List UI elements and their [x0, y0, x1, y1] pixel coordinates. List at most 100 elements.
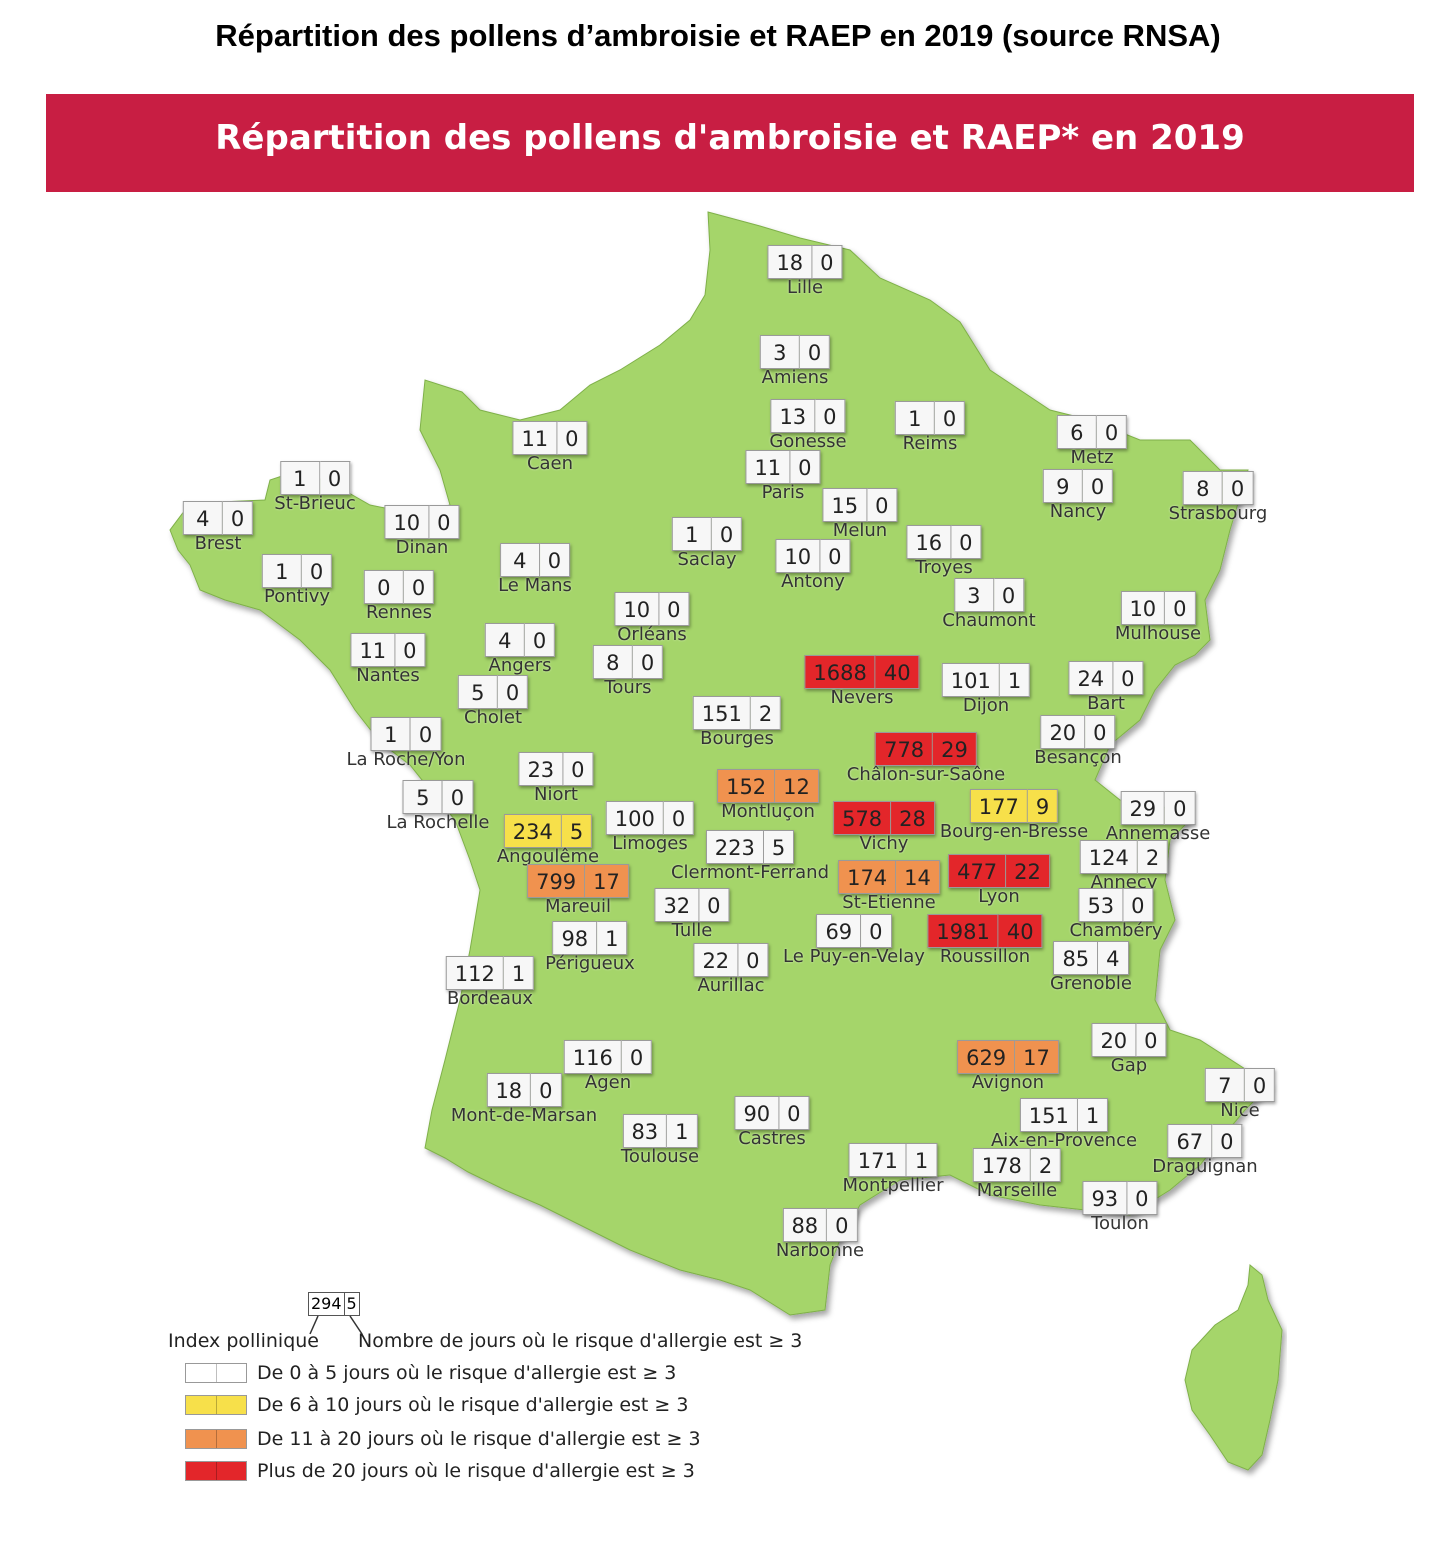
station-vichy: 578 28 Vichy: [833, 801, 935, 854]
allergy-days: 1: [503, 956, 535, 990]
pollen-index: 3: [953, 578, 994, 612]
city-label: Orléans: [617, 624, 687, 645]
pollen-index: 7: [1204, 1068, 1245, 1102]
pollen-index: 67: [1167, 1124, 1213, 1158]
station-agen: 116 0 Agen: [563, 1040, 653, 1093]
allergy-days: 0: [934, 401, 966, 435]
station-melun: 15 0 Melun: [822, 488, 898, 541]
station-values: 223 5: [705, 830, 795, 864]
legend-item-red: Plus de 20 jours où le risque d'allergie…: [185, 1460, 695, 1482]
station-orl-ans: 10 0 Orléans: [614, 592, 690, 645]
station-nevers: 1688 40 Nevers: [804, 655, 920, 708]
city-label: Gonesse: [769, 431, 847, 452]
pollen-index: 98: [552, 921, 598, 955]
station-chaumont: 3 0 Chaumont: [942, 578, 1036, 631]
pollen-index: 799: [527, 864, 586, 898]
city-label: Montluçon: [721, 801, 815, 822]
station-values: 116 0: [563, 1040, 653, 1074]
city-label: Aix-en-Provence: [990, 1130, 1138, 1151]
allergy-days: 0: [790, 450, 821, 484]
city-label: Strasbourg: [1168, 503, 1268, 524]
allergy-days: 0: [1127, 1181, 1158, 1215]
station-gap: 20 0 Gap: [1091, 1023, 1167, 1076]
allergy-days: 0: [1165, 791, 1196, 825]
station-antony: 10 0 Antony: [775, 539, 851, 592]
station-values: 69 0: [816, 914, 892, 948]
city-label: Saclay: [677, 549, 737, 570]
city-label: Caen: [526, 453, 574, 474]
station-paris: 11 0 Paris: [745, 450, 821, 503]
station-values: 112 1: [445, 956, 535, 990]
allergy-days: 0: [1212, 1124, 1243, 1158]
pollen-index: 13: [770, 399, 816, 433]
station-dinan: 10 0 Dinan: [384, 505, 460, 558]
allergy-days: 0: [1136, 1023, 1167, 1057]
pollen-index: 4: [484, 623, 525, 657]
station-values: 18 0: [486, 1073, 562, 1107]
allergy-days: 5: [763, 830, 795, 864]
station-niort: 23 0 Niort: [518, 752, 594, 805]
allergy-days: 0: [557, 421, 588, 455]
allergy-days: 17: [1015, 1040, 1059, 1074]
city-label: Châlon-sur-Saône: [846, 764, 1006, 785]
allergy-days: 2: [1137, 840, 1169, 874]
city-label: Grenoble: [1050, 973, 1132, 994]
pollen-index: 124: [1079, 840, 1138, 874]
station-values: 10 0: [1120, 591, 1196, 625]
allergy-days: 14: [896, 860, 940, 894]
station-values: 11 0: [350, 633, 426, 667]
station-mareuil: 799 17 Mareuil: [527, 864, 629, 917]
allergy-days: 0: [861, 914, 892, 948]
station-values: 799 17: [527, 864, 629, 898]
pollen-index: 20: [1091, 1023, 1137, 1057]
pollen-index: 578: [833, 801, 892, 835]
station-nice: 7 0 Nice: [1204, 1068, 1276, 1121]
allergy-days: 0: [1123, 888, 1154, 922]
allergy-days: 0: [820, 539, 851, 573]
station-values: 20 0: [1040, 715, 1116, 749]
legend-sample-days: 5: [344, 1292, 360, 1316]
allergy-days: 0: [1244, 1068, 1276, 1102]
station-values: 578 28: [833, 801, 935, 835]
legend-item-orange: De 11 à 20 jours où le risque d'allergie…: [185, 1428, 701, 1450]
station-aix-en-provence: 151 1 Aix-en-Provence: [991, 1098, 1137, 1151]
allergy-days: 1: [667, 1114, 698, 1148]
station-saclay: 1 0 Saclay: [671, 517, 743, 570]
allergy-days: 5: [561, 814, 593, 848]
allergy-days: 0: [403, 570, 435, 604]
pollen-index: 629: [957, 1040, 1016, 1074]
city-label: Lille: [786, 277, 824, 298]
station-la-roche-yon: 1 0 La Roche/Yon: [347, 717, 465, 770]
pollen-index: 177: [969, 789, 1028, 823]
city-label: Aurillac: [697, 975, 765, 996]
pollen-index: 5: [457, 675, 498, 709]
city-label: Bourg-en-Bresse: [939, 821, 1089, 842]
station-clermont-ferrand: 223 5 Clermont-Ferrand: [671, 830, 829, 883]
allergy-days: 12: [775, 769, 819, 803]
allergy-days: 22: [1006, 854, 1050, 888]
station-marseille: 178 2 Marseille: [972, 1148, 1062, 1201]
station-nantes: 11 0 Nantes: [350, 633, 426, 686]
pollen-index: 100: [605, 801, 664, 835]
pollen-index: 18: [767, 245, 813, 279]
pollen-index: 8: [1182, 471, 1223, 505]
station-mont-de-marsan: 18 0 Mont-de-Marsan: [451, 1073, 597, 1126]
station-values: 22 0: [693, 943, 769, 977]
allergy-days: 0: [827, 1208, 858, 1242]
allergy-days: 40: [998, 914, 1043, 948]
station-mulhouse: 10 0 Mulhouse: [1115, 591, 1201, 644]
allergy-days: 0: [395, 633, 426, 667]
legend-swatch-red: [185, 1461, 247, 1481]
city-label: Tours: [604, 677, 652, 698]
pollen-index: 11: [745, 450, 791, 484]
pollen-index: 101: [941, 663, 1000, 697]
city-label: Nice: [1220, 1100, 1260, 1121]
station-ch-lon-sur-sa-ne: 778 29 Châlon-sur-Saône: [847, 732, 1005, 785]
station-values: 15 0: [822, 488, 898, 522]
